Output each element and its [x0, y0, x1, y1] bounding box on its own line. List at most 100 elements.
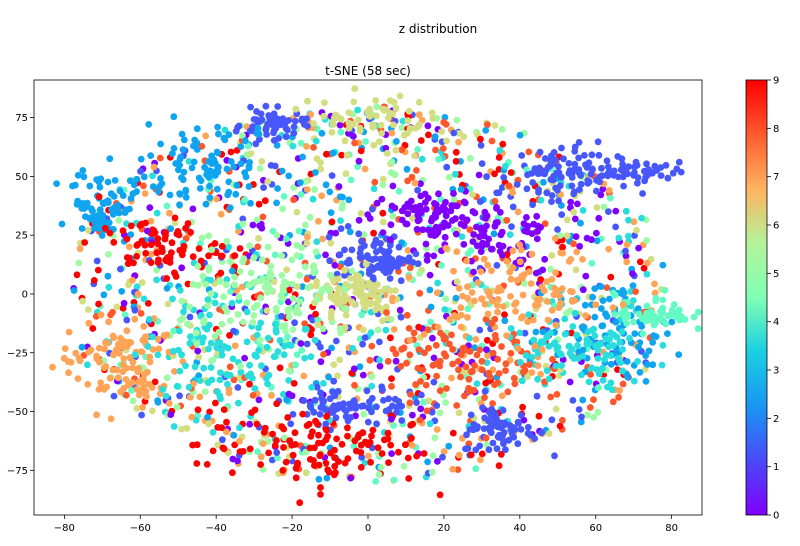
scatter-point — [231, 281, 239, 289]
scatter-point — [694, 325, 702, 333]
scatter-point — [263, 131, 270, 138]
scatter-point — [209, 429, 217, 436]
scatter-point — [311, 336, 319, 344]
scatter-point — [194, 406, 202, 414]
scatter-point — [499, 140, 507, 148]
scatter-point — [404, 247, 412, 254]
scatter-point — [171, 368, 178, 375]
scatter-point — [247, 150, 255, 157]
scatter-point — [296, 499, 304, 507]
scatter-point — [558, 211, 566, 219]
scatter-point — [129, 397, 137, 405]
scatter-point — [93, 411, 100, 419]
scatter-point — [163, 257, 170, 265]
scatter-point — [547, 393, 555, 401]
scatter-point — [240, 255, 248, 263]
scatter-point — [172, 273, 180, 280]
scatter-point — [605, 245, 613, 253]
scatter-point — [309, 316, 316, 324]
scatter-point — [619, 301, 627, 309]
scatter-point — [236, 245, 244, 252]
scatter-point — [556, 422, 564, 430]
scatter-point — [631, 232, 638, 239]
scatter-point — [675, 158, 683, 166]
scatter-point — [300, 372, 308, 380]
scatter-point — [225, 188, 233, 196]
scatter-point — [298, 347, 306, 354]
scatter-point — [253, 331, 261, 339]
scatter-point — [450, 129, 458, 137]
scatter-point — [319, 235, 326, 243]
scatter-point — [483, 240, 491, 248]
scatter-point — [607, 194, 614, 202]
scatter-point — [193, 460, 201, 467]
scatter-point — [507, 169, 515, 176]
scatter-point — [138, 411, 146, 419]
scatter-point — [245, 183, 253, 190]
colorbar-tick-label: 4 — [773, 317, 779, 328]
scatter-point — [423, 256, 431, 264]
scatter-point — [362, 260, 370, 268]
scatter-point — [611, 311, 619, 318]
scatter-point — [376, 138, 383, 146]
scatter-point — [596, 178, 604, 186]
scatter-point — [434, 458, 441, 465]
scatter-point — [341, 292, 348, 300]
scatter-point — [273, 232, 281, 239]
scatter-point — [568, 174, 576, 181]
scatter-point — [282, 327, 289, 335]
scatter-point — [401, 204, 409, 211]
scatter-point — [154, 398, 162, 406]
scatter-point — [285, 390, 293, 398]
scatter-point — [285, 286, 293, 294]
scatter-point — [415, 111, 423, 119]
scatter-point — [178, 130, 186, 138]
scatter-point — [557, 351, 565, 359]
scatter-point — [466, 347, 474, 355]
scatter-point — [113, 366, 121, 374]
scatter-point — [524, 423, 532, 431]
scatter-point — [652, 297, 660, 305]
scatter-point — [454, 313, 461, 321]
scatter-point — [105, 318, 112, 326]
scatter-point — [133, 283, 141, 291]
scatter-point — [79, 297, 87, 305]
scatter-point — [362, 138, 369, 145]
scatter-point — [131, 351, 139, 358]
scatter-point — [482, 126, 490, 134]
scatter-point — [253, 129, 261, 137]
scatter-point — [345, 124, 353, 132]
scatter-point — [428, 109, 436, 117]
scatter-point — [511, 380, 519, 388]
scatter-point — [193, 340, 201, 348]
scatter-point — [488, 267, 495, 275]
scatter-point — [500, 429, 508, 436]
scatter-point — [175, 346, 182, 354]
scatter-point — [493, 204, 500, 211]
scatter-point — [504, 388, 512, 396]
scatter-point — [589, 166, 596, 174]
scatter-point — [514, 208, 522, 216]
scatter-point — [421, 349, 428, 357]
scatter-point — [146, 358, 154, 366]
scatter-point — [241, 169, 249, 177]
scatter-point — [593, 366, 601, 373]
scatter-point — [528, 353, 536, 361]
scatter-point — [543, 189, 551, 197]
scatter-point — [366, 356, 374, 364]
scatter-point — [435, 190, 442, 198]
scatter-point — [234, 311, 242, 318]
scatter-point — [155, 256, 162, 264]
scatter-point — [317, 484, 324, 491]
scatter-point — [147, 250, 155, 258]
scatter-point — [138, 220, 145, 228]
scatter-point — [548, 198, 555, 206]
scatter-point — [631, 330, 639, 337]
scatter-point — [257, 461, 264, 468]
scatter-point — [495, 154, 503, 161]
scatter-point — [424, 122, 432, 130]
scatter-point — [411, 179, 419, 187]
scatter-point — [418, 155, 426, 163]
scatter-point — [395, 398, 403, 405]
